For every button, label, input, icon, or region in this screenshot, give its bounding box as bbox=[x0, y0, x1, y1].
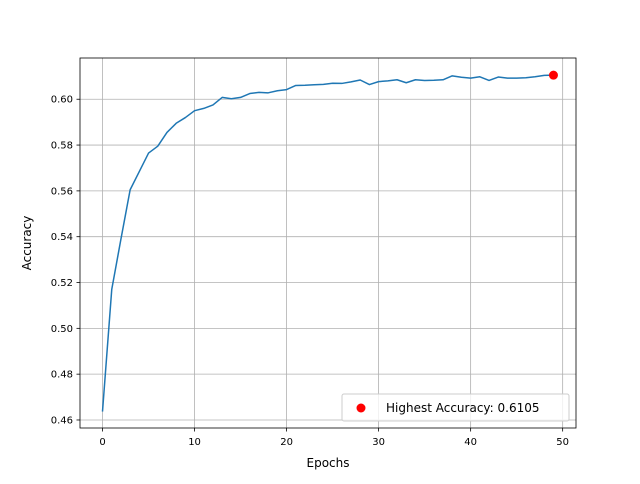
series-layer bbox=[101, 70, 558, 412]
x-tick-label: 40 bbox=[464, 437, 477, 448]
legend-marker bbox=[356, 403, 366, 413]
y-tick-label: 0.60 bbox=[51, 95, 73, 106]
x-tick-label: 50 bbox=[556, 437, 569, 448]
grid-lines bbox=[80, 58, 576, 428]
axis-ticks: 0 10 20 30 40 50 0.46 0.48 0.50 0.52 0.54 0.56 0.58 0… bbox=[51, 95, 569, 448]
y-tick-label: 0.58 bbox=[51, 141, 73, 152]
y-tick-label: 0.52 bbox=[51, 278, 73, 289]
x-tick-label: 0 bbox=[99, 437, 105, 448]
y-tick-label: 0.56 bbox=[51, 186, 73, 197]
legend: Highest Accuracy: 0.6105 bbox=[341, 393, 570, 422]
accuracy-line bbox=[101, 74, 555, 412]
plot-frame bbox=[79, 57, 577, 429]
legend-label: Highest Accuracy: 0.6105 bbox=[386, 401, 540, 415]
y-axis-label: Accuracy bbox=[20, 216, 34, 271]
x-axis-label: Epochs bbox=[307, 456, 350, 470]
x-tick-label: 20 bbox=[280, 437, 293, 448]
plot-background bbox=[80, 58, 576, 428]
y-tick-label: 0.48 bbox=[51, 370, 73, 381]
x-tick-label: 10 bbox=[188, 437, 201, 448]
highest-accuracy-point bbox=[548, 70, 558, 80]
y-tick-label: 0.50 bbox=[51, 324, 73, 335]
x-tick-label: 30 bbox=[372, 437, 385, 448]
y-tick-label: 0.46 bbox=[51, 415, 73, 426]
legend-box bbox=[341, 393, 570, 422]
y-tick-label: 0.54 bbox=[51, 232, 73, 243]
